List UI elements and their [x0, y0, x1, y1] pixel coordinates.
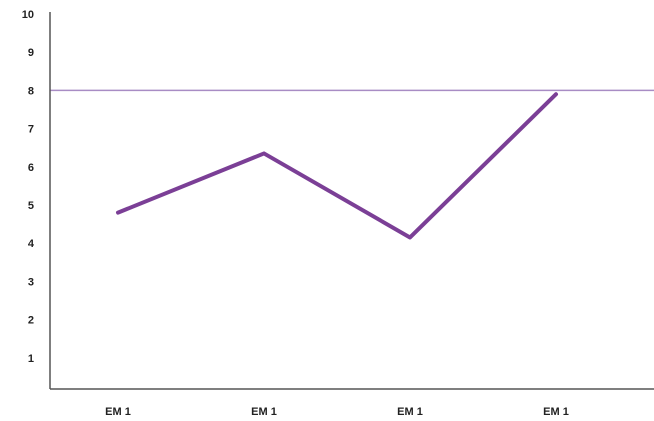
y-tick-label: 3: [28, 276, 34, 288]
y-tick-label: 6: [28, 162, 34, 174]
series-line: [116, 92, 558, 240]
x-tick-label: EM 1: [105, 406, 131, 418]
x-axis-ticks: EM 1 EM 1 EM 1 EM 1: [105, 406, 569, 418]
y-axis-ticks: 1 2 3 4 5 6 7 8 9 10: [22, 9, 35, 365]
y-tick-label: 2: [28, 315, 34, 327]
y-tick-label: 7: [28, 124, 34, 136]
y-tick-label: 9: [28, 47, 34, 59]
y-tick-label: 1: [28, 353, 34, 365]
y-tick-label: 10: [22, 9, 34, 21]
y-tick-label: 5: [28, 200, 34, 212]
x-tick-label: EM 1: [251, 406, 277, 418]
x-tick-label: EM 1: [543, 406, 569, 418]
y-tick-label: 4: [28, 238, 35, 250]
x-tick-label: EM 1: [397, 406, 423, 418]
y-tick-label: 8: [28, 85, 34, 97]
